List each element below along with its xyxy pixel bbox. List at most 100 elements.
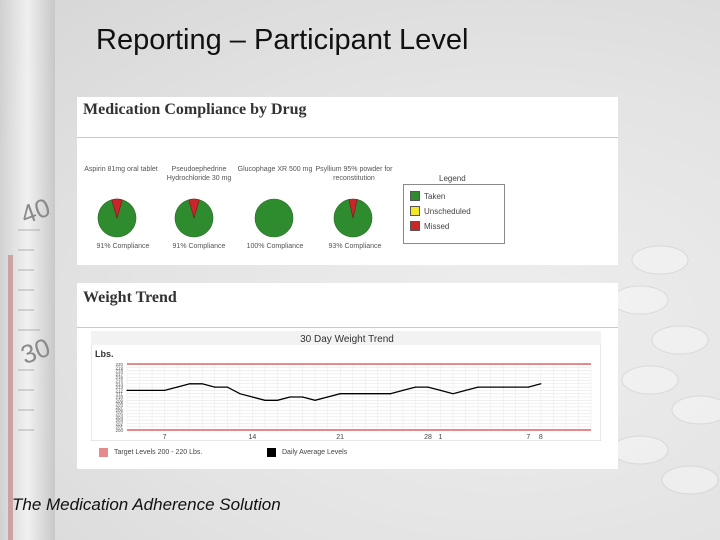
daily-average-point	[389, 393, 391, 395]
weight-heading: Weight Trend	[83, 289, 177, 306]
daily-average-point	[239, 393, 241, 395]
legend-item-taken: Taken	[410, 191, 445, 201]
x-tick-label: 28	[424, 434, 432, 441]
daily-average-point	[264, 399, 266, 401]
daily-average-point	[164, 389, 166, 391]
daily-average-point	[189, 383, 191, 385]
legend-label-unscheduled: Unscheduled	[424, 206, 471, 216]
y-tick-label: 204	[115, 415, 123, 420]
y-axis-unit: Lbs.	[95, 349, 114, 359]
weight-trend-chart: 30 Day Weight Trend Lbs. 220219218217216…	[91, 331, 601, 441]
compliance-caption-1: 91% Compliance	[96, 243, 150, 250]
daily-average-point	[427, 386, 429, 388]
y-tick-label: 215	[115, 379, 123, 384]
pie-slice-missed	[111, 198, 123, 220]
legend-swatch-taken	[410, 191, 420, 201]
legend-title: Legend	[439, 174, 466, 183]
daily-average-point	[527, 386, 529, 388]
y-tick-label: 219	[115, 365, 123, 370]
pie-slice-taken	[333, 199, 373, 238]
chart-frame	[91, 331, 601, 441]
pie-slice-taken	[254, 198, 294, 238]
daily-average-point	[327, 396, 329, 398]
x-tick-label: 7	[163, 434, 167, 441]
daily-average-point	[452, 393, 454, 395]
daily-average-label: Daily Average Levels	[282, 449, 348, 456]
daily-average-point	[439, 389, 442, 391]
y-tick-label: 201	[115, 425, 123, 430]
daily-average-point	[289, 396, 291, 398]
weight-panel: Weight Trend 30 Day Weight Trend Lbs. 22…	[77, 283, 618, 469]
pie-slice-missed	[348, 198, 358, 219]
legend-label-taken: Taken	[424, 191, 446, 201]
chart-title-bar	[91, 331, 601, 345]
x-tick-label: 21	[336, 434, 344, 441]
compliance-caption-3: 100% Compliance	[246, 243, 304, 250]
legend-daily-average: Daily Average Levels	[267, 448, 347, 457]
y-tick-label: 200	[115, 428, 123, 433]
pie-chart-drug-3	[254, 198, 294, 238]
compliance-panel: Medication Compliance by Drug Aspirin 81…	[77, 97, 618, 265]
daily-average-point	[364, 393, 366, 395]
compliance-caption-2: 91% Compliance	[172, 243, 226, 250]
y-tick-label: 208	[115, 402, 123, 407]
y-tick-label: 212	[115, 388, 123, 393]
daily-average-point	[251, 396, 254, 398]
daily-average-point	[276, 399, 279, 401]
y-tick-label: 218	[115, 369, 123, 374]
slide-title: Reporting – Participant Level	[96, 24, 469, 56]
y-tick-label: 209	[115, 398, 123, 403]
y-tick-label: 220	[115, 362, 123, 367]
pie-chart-drug-2	[174, 198, 214, 238]
y-tick-label: 210	[115, 395, 123, 400]
compliance-legend: Taken Unscheduled Missed	[403, 184, 505, 244]
daily-average-point	[540, 383, 542, 385]
x-tick-label: 1	[439, 434, 443, 441]
pie-chart-drug-4	[333, 198, 373, 238]
y-tick-label: 202	[115, 421, 123, 426]
target-levels-swatch	[99, 448, 108, 457]
y-tick-label: 214	[115, 382, 123, 387]
daily-average-swatch	[267, 448, 276, 457]
x-tick-label: 14	[249, 434, 257, 441]
daily-average-point	[301, 396, 304, 398]
compliance-caption-4: 93% Compliance	[328, 243, 382, 250]
daily-average-point	[138, 389, 141, 391]
compliance-divider	[77, 137, 618, 138]
legend-item-unscheduled: Unscheduled	[410, 206, 471, 216]
y-tick-label: 206	[115, 408, 123, 413]
thermometer-mercury	[8, 255, 13, 540]
drug-name-3: Glucophage XR 500 mg	[237, 166, 313, 173]
drug-name-2: Pseudoephedrine Hydrochloride 30 mg	[166, 166, 232, 182]
daily-average-point	[414, 386, 417, 388]
y-tick-label: 205	[115, 412, 123, 417]
legend-label-missed: Missed	[424, 221, 450, 231]
y-tick-label: 211	[116, 392, 124, 397]
compliance-heading: Medication Compliance by Drug	[83, 101, 307, 118]
y-tick-label: 203	[115, 418, 123, 423]
daily-average-point	[339, 393, 341, 395]
legend-item-missed: Missed	[410, 221, 449, 231]
legend-swatch-unscheduled	[410, 206, 420, 216]
daily-average-point	[352, 393, 354, 395]
pie-chart-drug-1	[97, 198, 137, 238]
legend-swatch-missed	[410, 221, 420, 231]
x-tick-label: 8	[539, 434, 543, 441]
y-tick-label: 207	[115, 405, 123, 410]
daily-average-point	[126, 389, 128, 391]
legend-target-levels: Target Levels 200 - 220 Lbs.	[99, 448, 202, 457]
chart-title: 30 Day Weight Trend	[300, 334, 394, 345]
daily-average-point	[176, 386, 178, 388]
daily-average-point	[502, 386, 504, 388]
daily-average-point	[314, 399, 316, 401]
daily-average-point	[477, 386, 479, 388]
daily-average-point	[226, 386, 228, 388]
drug-name-1: Aspirin 81mg oral tablet	[84, 166, 158, 173]
slide-footer: The Medication Adherence Solution	[12, 495, 281, 514]
daily-average-point	[464, 389, 467, 391]
daily-average-line	[127, 383, 542, 401]
daily-average-point	[214, 386, 216, 388]
weight-divider	[77, 327, 618, 328]
pie-slice-missed	[188, 198, 200, 220]
